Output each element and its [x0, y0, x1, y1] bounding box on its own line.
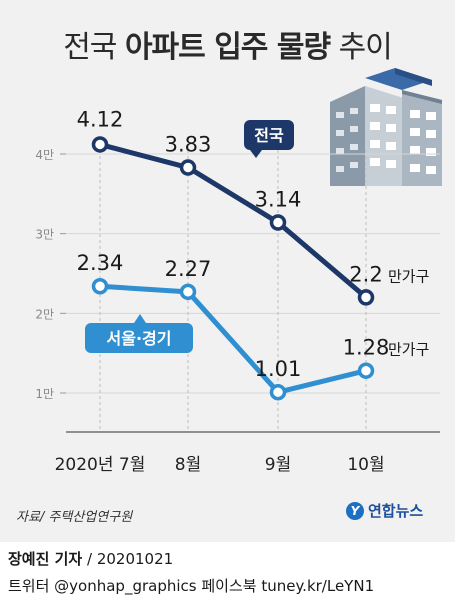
byline: 장예진 기자 / 20201021 [8, 548, 173, 569]
source-note: 자료/ 주택산업연구원 [16, 510, 133, 525]
title-prefix: 전국 [63, 30, 125, 65]
callout-tail [250, 150, 262, 158]
chart-card [0, 0, 455, 542]
y-tick-label: 1만 [35, 387, 54, 401]
title-bold: 아파트 입주 물량 [124, 30, 331, 65]
data-point [269, 383, 287, 401]
x-tick-label: 10월 [347, 455, 384, 475]
data-point [179, 283, 197, 301]
y-tick-label: 2만 [35, 307, 54, 321]
series-line-1 [99, 283, 367, 395]
data-label: 4.12 [77, 107, 124, 131]
data-label: 3.83 [165, 133, 212, 157]
x-tick-label: 2020년 7월 [55, 455, 146, 475]
apartment-building-icon [330, 68, 442, 186]
data-label: 1.28 [343, 336, 390, 360]
y-tick-label: 3만 [35, 228, 54, 242]
y-tick-label: 4만 [35, 148, 54, 162]
data-label: 2.34 [77, 251, 124, 275]
x-tick-label: 9월 [265, 455, 291, 475]
data-point [357, 289, 375, 306]
reporter-name: 장예진 기자 [8, 550, 83, 568]
series-line-0 [99, 142, 368, 300]
chart-title: 전국 아파트 입주 물량 추이 [0, 22, 455, 66]
line-chart: 4만 3만 2만 1만 2020년 7월 8월 9월 10월 4.12 3.83 3.14 2.2 만… [35, 68, 442, 475]
yonhap-logo: Y 연합뉴스 [346, 500, 423, 521]
x-tick-label: 8월 [175, 455, 201, 475]
data-point [269, 214, 287, 231]
unit-label: 만가구 [388, 341, 429, 359]
callout-box [244, 120, 294, 150]
unit-label: 만가구 [388, 267, 429, 285]
social-links: 트위터 @yonhap_graphics 페이스북 tuney.kr/LeYN1 [8, 577, 375, 595]
callout-label: 전국 [254, 126, 284, 145]
publish-date: / 20201021 [82, 550, 174, 568]
title-suffix: 추이 [330, 30, 393, 65]
callout-tail [134, 314, 146, 323]
data-point [91, 277, 109, 295]
series-name-callout: 서울·경기 [85, 314, 193, 353]
callout-box [85, 323, 193, 353]
yonhap-logo-text: 연합뉴스 [368, 502, 424, 520]
yonhap-logo-icon: Y [346, 501, 364, 520]
data-label: 3.14 [255, 188, 302, 212]
data-point [357, 362, 375, 379]
data-point [91, 136, 109, 153]
series-name-callout: 전국 [244, 120, 294, 158]
data-point [179, 159, 197, 176]
data-label: 2.2 [349, 262, 382, 286]
callout-label: 서울·경기 [107, 329, 172, 348]
data-label: 2.27 [165, 257, 212, 281]
data-label: 1.01 [255, 357, 302, 381]
